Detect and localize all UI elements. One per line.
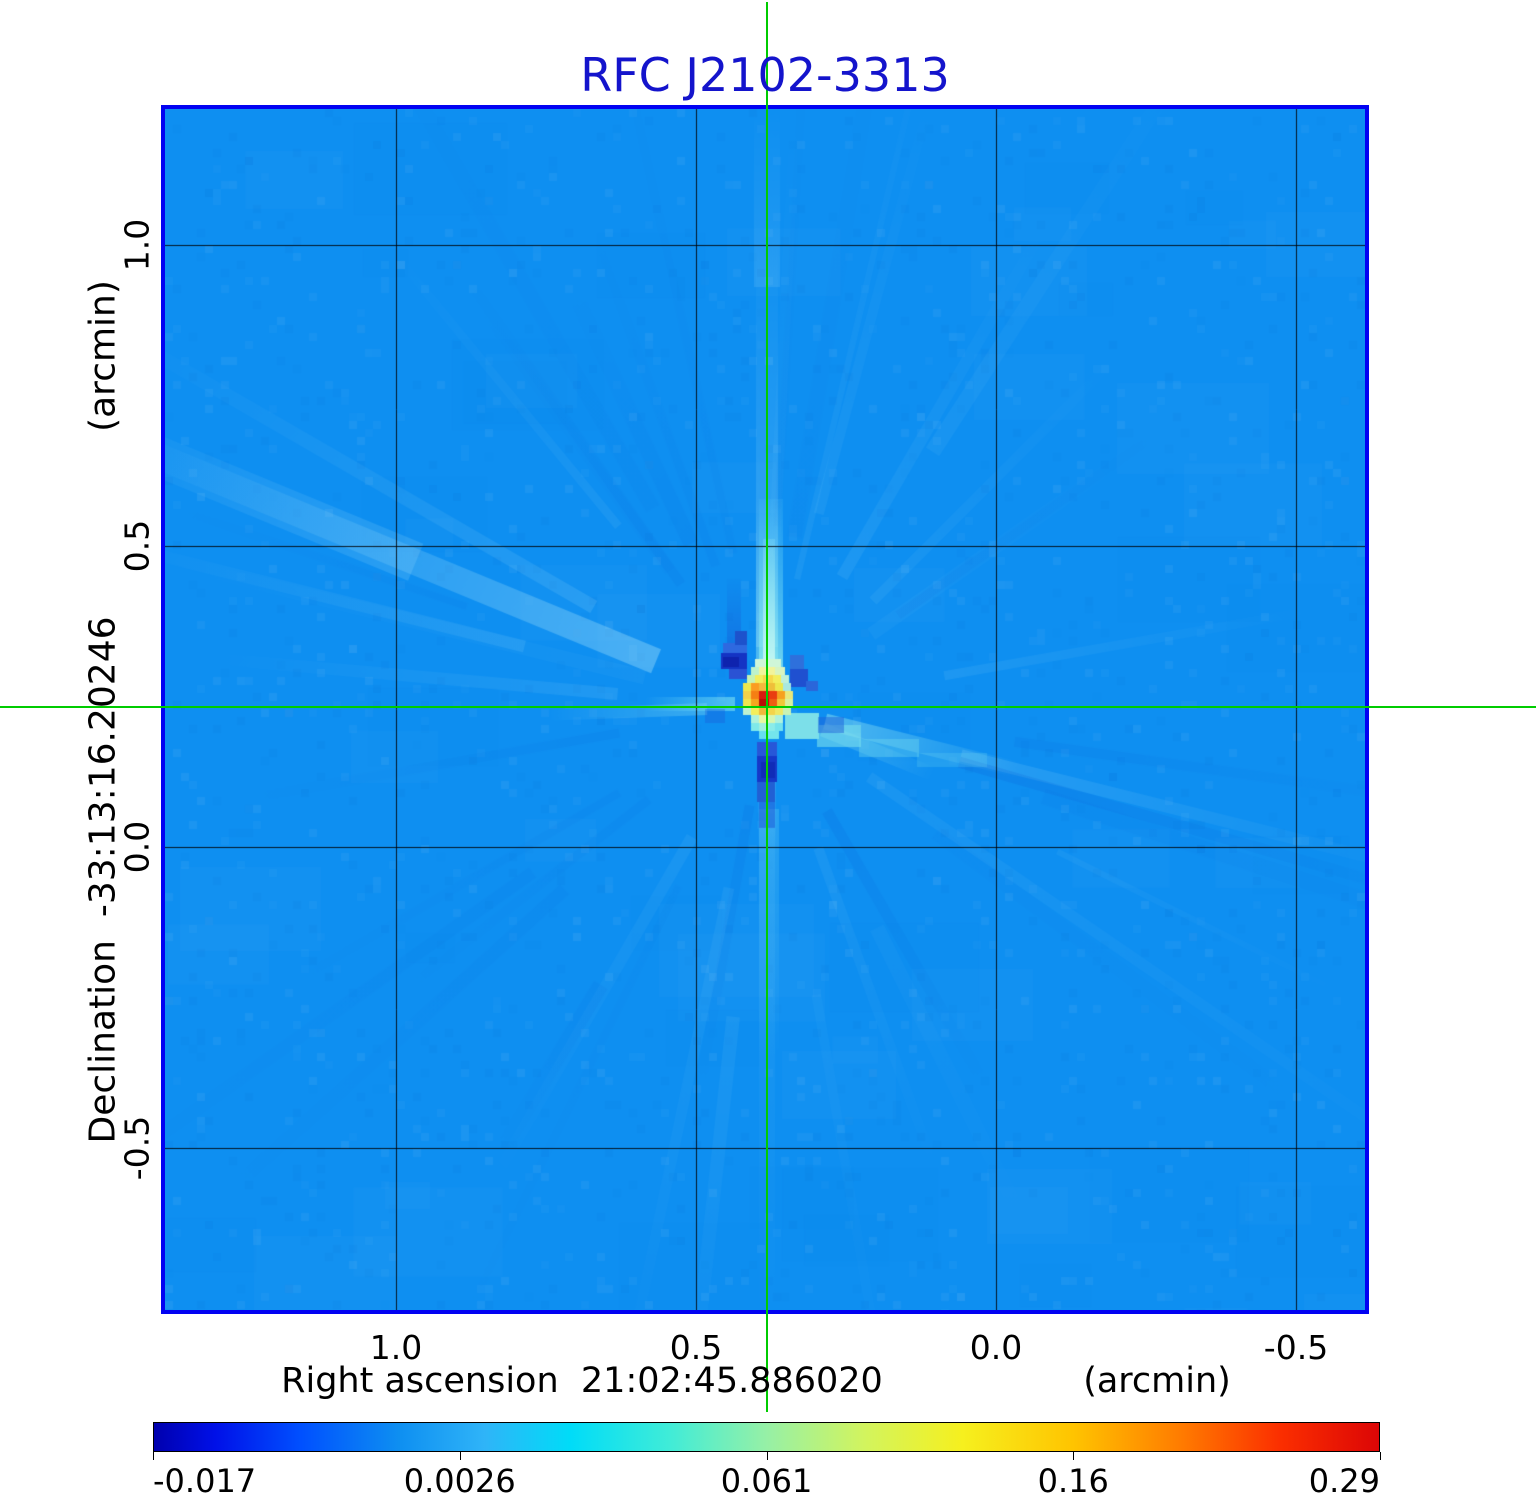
colorbar-tick [153, 1452, 154, 1460]
colorbar-gradient [153, 1422, 1380, 1452]
y-axis-unit-label: (arcmin) [82, 280, 124, 432]
x-axis-label: Right ascension 21:02:45.886020 [281, 1361, 883, 1401]
x-tick-label: 1.0 [369, 1328, 423, 1367]
y-tick-label: 0.5 [117, 519, 157, 573]
y-axis-label: Declination -33:13:16.20246 [82, 616, 124, 1144]
x-tick-label: 0.5 [669, 1328, 723, 1367]
colorbar-tick-label: 0.29 [1308, 1462, 1380, 1500]
colorbar-tick [1380, 1452, 1381, 1460]
colorbar-tick-label: 0.16 [1037, 1462, 1109, 1500]
colorbar-tick [459, 1452, 461, 1460]
x-axis-unit-label: (arcmin) [1083, 1361, 1231, 1401]
page-title: RFC J2102-3313 [580, 48, 950, 102]
sky-map-frame [161, 105, 1369, 1314]
sky-map-image [165, 109, 1365, 1310]
colorbar-tick-label: 0.0026 [403, 1462, 516, 1500]
x-tick-label: 0.0 [969, 1328, 1023, 1367]
y-tick-label: 0.0 [117, 820, 157, 874]
x-tick-label: -0.5 [1263, 1328, 1329, 1367]
colorbar-tick [766, 1452, 768, 1460]
y-tick-label: -0.5 [117, 1115, 157, 1181]
y-tick-label: 1.0 [117, 218, 157, 272]
crosshair-horizontal-line [0, 706, 1536, 708]
colorbar-tick-label: -0.017 [153, 1462, 257, 1500]
colorbar-tick-label: 0.061 [720, 1462, 813, 1500]
colorbar-tick [1073, 1452, 1075, 1460]
